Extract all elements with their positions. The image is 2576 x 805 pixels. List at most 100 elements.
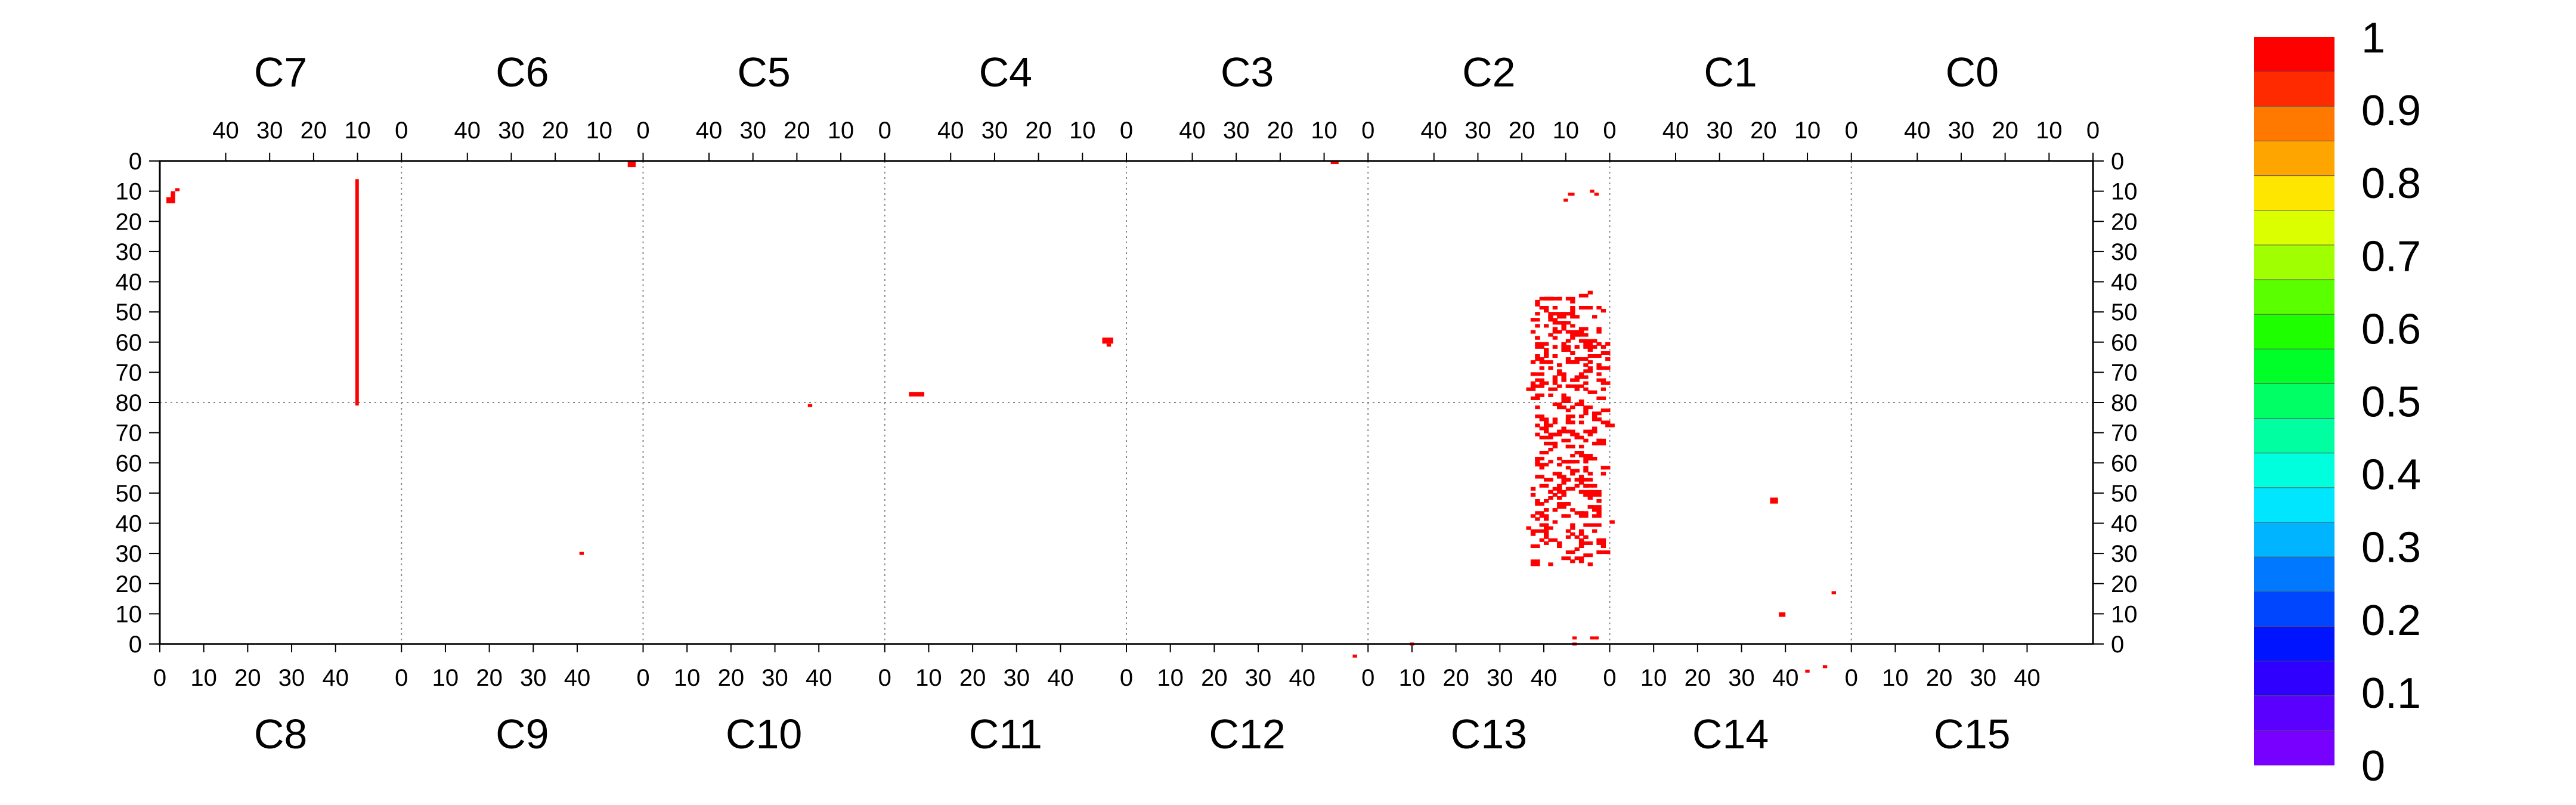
heatmap-cell: [1535, 354, 1540, 358]
heatmap-cell: [1565, 420, 1575, 425]
heatmap-cell: [1552, 487, 1558, 491]
heatmap-cell: [1605, 550, 1611, 555]
heatmap-cell: [1565, 535, 1571, 539]
heatmap-cell: [1600, 345, 1606, 349]
bottom-tick-label: 0: [1361, 665, 1374, 691]
bottom-tick-label: 20: [1442, 665, 1469, 691]
heatmap-cell: [1570, 429, 1575, 434]
heatmap-cell: [1539, 372, 1544, 376]
top-tick-label: 10: [828, 117, 854, 144]
heatmap-cell: [1570, 306, 1575, 310]
heatmap-cell: [1548, 490, 1553, 494]
heatmap-cell: [1596, 538, 1606, 542]
bottom-tick-label: 0: [1603, 665, 1616, 691]
top-tick-label: 20: [301, 117, 327, 144]
heatmap-cell: [1565, 460, 1575, 464]
heatmap-cell: [1535, 457, 1540, 461]
colorbar-tick-label: 0.6: [2361, 305, 2421, 353]
heatmap-cell: [1596, 499, 1602, 503]
top-tick-label: 10: [1553, 117, 1580, 144]
heatmap-cell: [1535, 342, 1540, 346]
bottom-tick-label: 20: [959, 665, 986, 691]
heatmap-cell: [1561, 438, 1571, 442]
heatmap-cell: [1535, 475, 1544, 479]
heatmap-cell: [355, 185, 359, 406]
heatmap-cell: [1539, 435, 1544, 439]
heatmap-cell: [1561, 375, 1566, 379]
heatmap-cell: [1561, 342, 1566, 346]
heatmap-cell: [1535, 502, 1544, 506]
heatmap-cell: [1561, 556, 1571, 561]
heatmap-cell: [1578, 559, 1584, 564]
top-tick-label: 40: [1421, 117, 1448, 144]
heatmap-cell: [1574, 384, 1580, 388]
left-tick-label: 0: [129, 631, 142, 658]
heatmap-cell: [1587, 290, 1593, 295]
left-tick-label: 80: [116, 390, 143, 416]
heatmap-cell: [1561, 502, 1566, 506]
heatmap-cell: [1570, 315, 1580, 319]
heatmap-cell: [1543, 508, 1549, 512]
heatmap-cell: [1539, 417, 1549, 422]
heatmap-cell: [1600, 408, 1611, 413]
heatmap-cell: [1574, 357, 1580, 361]
top-tick-label: 20: [542, 117, 569, 144]
colorbar-tick-label: 0.4: [2361, 451, 2421, 499]
heatmap-cell: [1561, 378, 1566, 382]
sector-label-top: C3: [1221, 49, 1274, 95]
bottom-tick-label: 10: [432, 665, 459, 691]
colorbar-tick-label: 0.8: [2361, 160, 2421, 208]
heatmap-cell: [1561, 315, 1566, 319]
heatmap-cell: [1548, 387, 1558, 391]
heatmap-cell: [1557, 544, 1562, 548]
colorbar-segment: [2254, 730, 2334, 766]
heatmap-cell: [1600, 541, 1606, 545]
top-tick-label: 10: [2036, 117, 2063, 144]
heatmap-cell: [1535, 517, 1540, 521]
heatmap-cell: [1552, 378, 1558, 382]
sector-label-bottom: C15: [1934, 711, 2010, 757]
bottom-tick-label: 10: [1399, 665, 1426, 691]
heatmap-cell: [1578, 327, 1589, 331]
heatmap-cell: [1596, 342, 1602, 346]
bottom-tick-label: 0: [395, 665, 408, 691]
heatmap-cell: [1570, 432, 1580, 436]
colorbar-segment: [2254, 210, 2334, 246]
heatmap-cell: [1543, 429, 1549, 434]
heatmap-cell: [807, 404, 813, 407]
heatmap-cell: [1557, 315, 1562, 319]
heatmap-cell: [1578, 511, 1584, 515]
heatmap-cell: [1352, 654, 1357, 658]
bottom-tick-label: 20: [1201, 665, 1228, 691]
top-tick-label: 30: [498, 117, 525, 144]
colorbar-segment: [2254, 626, 2334, 662]
heatmap-cell: [1539, 342, 1549, 346]
heatmap-cell: [1543, 354, 1549, 358]
top-tick-label: 10: [344, 117, 371, 144]
heatmap-cell: [1543, 296, 1549, 301]
top-tick-label: 30: [1223, 117, 1250, 144]
heatmap-cell: [1583, 339, 1593, 343]
top-tick-label: 40: [1904, 117, 1931, 144]
heatmap-cell: [1535, 432, 1540, 436]
heatmap-cell: [1574, 547, 1580, 552]
heatmap-cell: [1565, 487, 1575, 491]
heatmap-cell: [1600, 366, 1611, 370]
colorbar-segment: [2254, 592, 2334, 627]
heatmap-cell: [1592, 493, 1602, 497]
heatmap-cell: [1594, 636, 1599, 640]
heatmap-cell: [1600, 472, 1606, 476]
heatmap-cell: [1530, 360, 1536, 364]
bottom-tick-label: 10: [1640, 665, 1667, 691]
bottom-tick-label: 0: [878, 665, 891, 691]
heatmap-cell: [1590, 190, 1594, 193]
bottom-tick-label: 40: [2014, 665, 2041, 691]
heatmap-cell: [1583, 405, 1593, 410]
sector-label-bottom: C12: [1209, 711, 1285, 757]
heatmap-cell: [1565, 321, 1571, 325]
heatmap-cell: [1535, 405, 1540, 410]
sector-label-top: C5: [737, 49, 790, 95]
heatmap-cell: [1570, 312, 1575, 316]
right-tick-label: 70: [2111, 420, 2138, 447]
sector-label-top: C0: [1946, 49, 1999, 95]
